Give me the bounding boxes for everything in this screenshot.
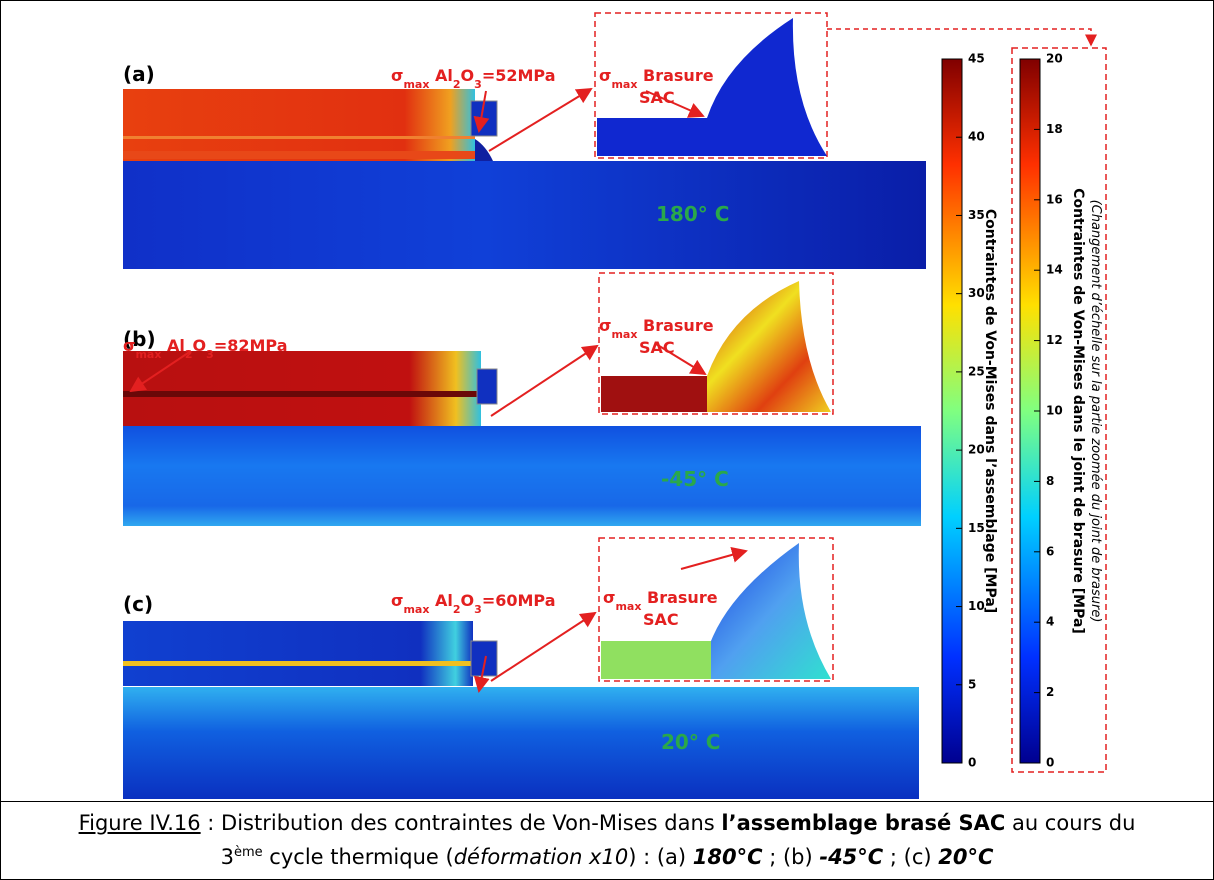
subscript: 3 (474, 78, 482, 91)
annotation-text: Brasure (641, 588, 717, 607)
figure-image: (a) (b) (c) σmax Al2O3=52MPa σmax Brasure… (123, 12, 1107, 799)
caption-text: 3 (220, 845, 234, 869)
colorbar-title: Contraintes de Von-Mises dans l’assembla… (982, 209, 998, 613)
annotation-text: σ (391, 591, 403, 610)
caption-sup: ème (233, 845, 263, 860)
stress-annotation: σmax Al2O3=52MPa (391, 66, 556, 91)
annotation-text: Al (161, 336, 184, 355)
temperature: 20° C (661, 730, 720, 754)
tick-label: 25 (968, 364, 985, 378)
tick-label: 18 (1046, 122, 1063, 136)
caption-label: Figure IV.16 (78, 811, 201, 835)
annotation-text: O (193, 336, 207, 355)
tick-label: 14 (1046, 263, 1063, 277)
zoom-annotation: σmax Brasure (599, 66, 714, 91)
caption-italic: déformation x10 (453, 845, 629, 869)
colorbar (941, 58, 963, 764)
annotation-text: =60MPa (482, 591, 556, 610)
tick-label: 30 (968, 286, 985, 300)
tick-label: 15 (968, 521, 985, 535)
tick-label: 45 (968, 52, 985, 66)
caption-text: ; (b) (762, 845, 820, 869)
zoom-annotation: σmax Brasure (603, 588, 718, 613)
tick-label: 5 (968, 677, 976, 691)
caption-temp: 180°C (692, 845, 763, 869)
subscript: 2 (453, 603, 461, 616)
temperature: -45° C (661, 467, 729, 491)
caption-temp: -45°C (819, 845, 884, 869)
panel-label: (b) (123, 327, 156, 351)
tick-label: 40 (968, 130, 985, 144)
annotation-text: O (461, 591, 475, 610)
subscript: max (403, 78, 429, 91)
tick-label: 16 (1046, 192, 1063, 206)
caption-text: : Distribution des contraintes de Von-Mi… (200, 811, 722, 835)
tick-label: 20 (1046, 52, 1063, 66)
annotation-text: Brasure (637, 66, 713, 85)
stress-annotation: σmax Al2O3=82MPa (123, 336, 288, 361)
caption-text: cycle thermique ( (262, 845, 454, 869)
subscript: max (615, 600, 641, 613)
annotation-text: O (461, 66, 475, 85)
zoom-annotation: SAC (639, 88, 675, 107)
stress-annotation: σmax Al2O3=60MPa (391, 591, 556, 616)
colorbar-note: (Changement d’échelle sur la partie zoom… (1088, 200, 1103, 623)
caption: Figure IV.16 : Distribution des contrain… (1, 801, 1213, 872)
tick-label: 12 (1046, 333, 1063, 347)
annotation-text: Al (429, 66, 452, 85)
subscript: 2 (185, 348, 193, 361)
annotation-text: =52MPa (482, 66, 556, 85)
panel-label: (c) (123, 592, 153, 616)
tick-label: 35 (968, 208, 985, 222)
annotation-text: σ (391, 66, 403, 85)
caption-text: ) : (a) (628, 845, 693, 869)
tick-label: 6 (1046, 544, 1054, 558)
subscript: 3 (474, 603, 482, 616)
tick-label: 2 (1046, 685, 1054, 699)
annotation-text: =82MPa (214, 336, 288, 355)
subscript: max (403, 603, 429, 616)
annotation-text: Al (429, 591, 452, 610)
tick-label: 20 (968, 443, 985, 457)
tick-label: 10 (1046, 404, 1063, 418)
caption-text: ; (c) (883, 845, 939, 869)
subscript: max (611, 328, 637, 341)
zoom-annotation: SAC (639, 338, 675, 357)
annotation-text: Brasure (637, 316, 713, 335)
annotation-text: σ (123, 336, 135, 355)
temperature: 180° C (656, 202, 729, 226)
caption-text: au cours du (1005, 811, 1136, 835)
zoom-annotation: SAC (643, 610, 679, 629)
caption-temp: 20°C (938, 845, 994, 869)
subscript: 3 (206, 348, 214, 361)
caption-bold: l’assemblage brasé SAC (721, 811, 1006, 835)
subscript: max (135, 348, 161, 361)
tick-label: 0 (1046, 756, 1054, 770)
tick-label: 0 (968, 756, 976, 770)
tick-label: 4 (1046, 615, 1054, 629)
subscript: max (611, 78, 637, 91)
panel-label: (a) (123, 62, 155, 86)
tick-label: 8 (1046, 474, 1054, 488)
tick-label: 10 (968, 599, 985, 613)
colorbar-title: Contraintes de Von-Mises dans le joint d… (1070, 188, 1086, 634)
annotation-text: σ (599, 316, 611, 335)
subscript: 2 (453, 78, 461, 91)
annotation-text: σ (599, 66, 611, 85)
zoom-annotation: σmax Brasure (599, 316, 714, 341)
annotation-text: σ (603, 588, 615, 607)
